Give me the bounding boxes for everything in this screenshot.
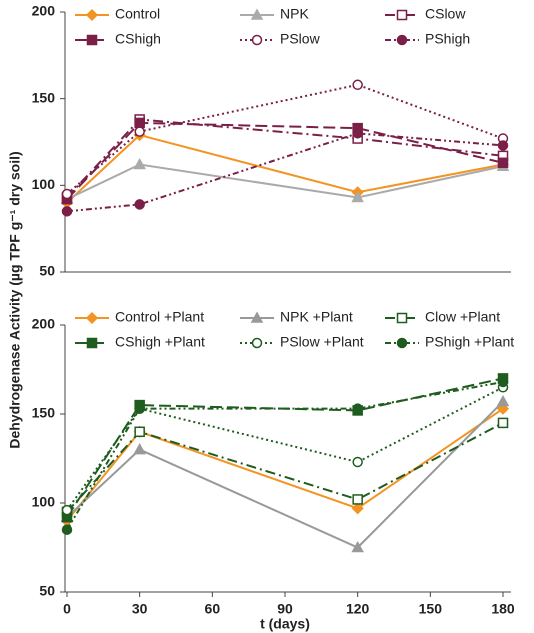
legend-label: PSlow xyxy=(280,31,321,47)
x-tick-label: 0 xyxy=(63,601,71,617)
data-point xyxy=(352,456,363,468)
data-point xyxy=(352,403,363,414)
legend-marker xyxy=(396,312,408,324)
x-axis-label: t (days) xyxy=(260,616,310,632)
x-tick-label: 180 xyxy=(491,601,515,617)
data-point xyxy=(134,199,145,210)
legend-marker xyxy=(396,9,408,21)
data-point xyxy=(351,502,364,515)
data-point xyxy=(352,494,363,505)
series-line xyxy=(66,380,504,531)
data-point xyxy=(133,157,146,170)
legend-marker xyxy=(396,337,408,349)
series-line xyxy=(66,407,504,522)
data-point xyxy=(61,524,73,535)
data-point xyxy=(352,79,363,91)
data-point xyxy=(134,426,145,438)
x-tick-label: 30 xyxy=(132,601,148,617)
series-line xyxy=(66,133,504,204)
series-line xyxy=(66,121,504,200)
data-point xyxy=(497,376,509,388)
data-point xyxy=(496,394,510,407)
data-point xyxy=(351,540,364,553)
data-point xyxy=(352,128,363,139)
series-line xyxy=(66,400,504,549)
data-point xyxy=(61,188,73,200)
y-tick-label: 100 xyxy=(32,494,56,510)
legend-marker xyxy=(250,311,264,323)
series-line xyxy=(66,163,504,201)
y-tick-label: 150 xyxy=(32,89,56,105)
data-point xyxy=(497,140,509,151)
legend-marker xyxy=(86,337,98,349)
legend-marker xyxy=(396,34,408,46)
x-tick-label: 90 xyxy=(277,601,293,617)
y-tick-label: 100 xyxy=(32,176,56,192)
legend-marker xyxy=(251,337,263,349)
legend-label: NPK xyxy=(280,6,309,22)
data-point xyxy=(134,403,145,414)
legend-label: CSlow xyxy=(425,6,466,22)
legend-label: CShigh +Plant xyxy=(115,334,205,350)
legend-marker xyxy=(85,8,99,22)
data-point xyxy=(134,117,145,129)
legend-label: NPK +Plant xyxy=(280,309,353,325)
y-tick-label: 150 xyxy=(32,405,56,421)
legend-label: PShigh xyxy=(425,31,470,47)
data-point xyxy=(133,443,146,455)
data-point xyxy=(497,157,509,169)
legend-marker xyxy=(85,311,99,325)
x-tick-label: 150 xyxy=(419,601,443,617)
legend-marker xyxy=(86,34,98,46)
legend-label: Control +Plant xyxy=(115,309,204,325)
y-tick-label: 50 xyxy=(39,583,55,599)
legend-label: CShigh xyxy=(115,31,161,47)
legend-marker xyxy=(251,34,263,46)
y-tick-label: 200 xyxy=(32,316,56,332)
y-tick-label: 50 xyxy=(39,263,55,279)
data-point xyxy=(134,126,145,137)
series-line xyxy=(66,132,504,213)
series-line xyxy=(66,83,504,195)
legend-label: PShigh +Plant xyxy=(425,334,514,350)
x-tick-label: 60 xyxy=(205,601,221,617)
series-line xyxy=(66,386,504,511)
data-point xyxy=(61,206,73,217)
legend-label: PSlow +Plant xyxy=(280,334,364,350)
data-point xyxy=(351,190,364,203)
legend-label: Clow +Plant xyxy=(425,309,500,325)
series-line xyxy=(66,422,504,513)
x-tick-label: 120 xyxy=(346,601,370,617)
data-point xyxy=(61,504,73,516)
y-tick-label: 200 xyxy=(32,3,56,19)
data-point xyxy=(497,417,509,429)
legend-label: Control xyxy=(115,6,160,22)
legend-marker xyxy=(250,8,264,20)
series-line xyxy=(66,377,504,518)
y-axis-label: Dehydrogenase Activity (µg TPF g⁻¹ dry s… xyxy=(7,151,23,448)
